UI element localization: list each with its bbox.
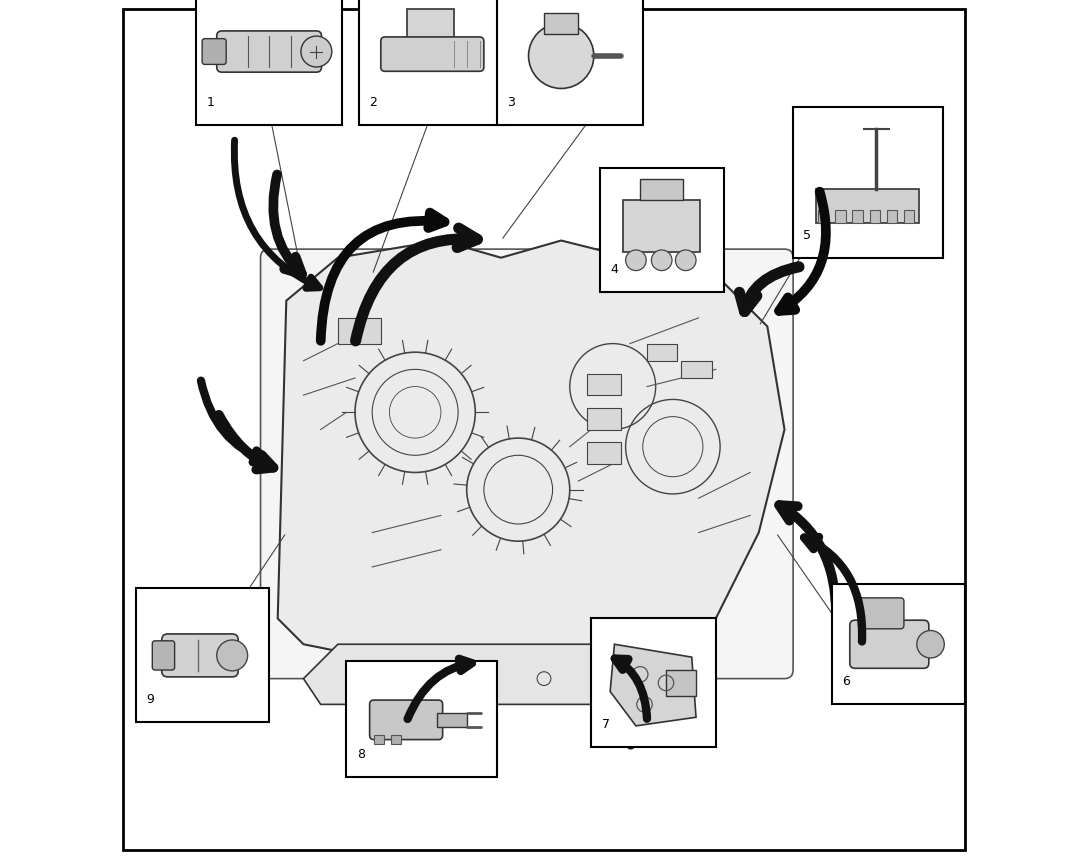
Circle shape [301, 36, 332, 67]
Text: 5: 5 [803, 228, 812, 241]
FancyBboxPatch shape [850, 620, 929, 668]
Bar [793, 107, 943, 258]
Bar [196, 0, 342, 125]
Polygon shape [277, 241, 784, 670]
Circle shape [917, 631, 944, 658]
FancyBboxPatch shape [858, 598, 904, 629]
Text: 7: 7 [602, 718, 609, 731]
Bar [681, 361, 712, 378]
Bar [904, 210, 914, 223]
Circle shape [529, 23, 594, 88]
Bar [391, 735, 401, 744]
Polygon shape [610, 644, 696, 726]
Bar [374, 735, 384, 744]
Bar [586, 408, 621, 430]
Bar [359, 0, 505, 125]
FancyBboxPatch shape [202, 39, 226, 64]
Bar [407, 9, 454, 47]
Circle shape [676, 250, 696, 271]
Bar [869, 210, 880, 223]
Circle shape [217, 640, 248, 671]
Bar [136, 588, 269, 722]
Text: 3: 3 [507, 95, 515, 108]
Text: 2: 2 [370, 95, 378, 108]
Bar [544, 13, 579, 34]
Circle shape [626, 250, 646, 271]
Bar [338, 318, 381, 344]
FancyBboxPatch shape [381, 37, 484, 71]
Bar [599, 168, 725, 292]
Bar [816, 189, 919, 223]
Bar [346, 661, 497, 777]
Bar [852, 210, 863, 223]
Text: 9: 9 [146, 692, 154, 705]
Bar [623, 200, 701, 252]
Text: 8: 8 [357, 748, 364, 761]
FancyBboxPatch shape [217, 31, 322, 72]
FancyBboxPatch shape [260, 249, 793, 679]
Bar [640, 179, 683, 200]
Bar [887, 210, 897, 223]
Bar [836, 210, 845, 223]
Text: 6: 6 [842, 675, 850, 688]
Bar [666, 670, 696, 696]
Bar [586, 442, 621, 464]
Bar [436, 713, 467, 727]
Text: 1: 1 [207, 95, 214, 108]
Bar [497, 0, 643, 125]
Bar [818, 210, 828, 223]
FancyBboxPatch shape [162, 634, 238, 677]
Bar [647, 344, 677, 361]
FancyBboxPatch shape [152, 641, 175, 670]
Bar [591, 618, 716, 747]
Polygon shape [304, 644, 698, 704]
Bar [586, 374, 621, 395]
FancyBboxPatch shape [370, 700, 443, 740]
Circle shape [652, 250, 672, 271]
Bar [831, 584, 965, 704]
Text: 4: 4 [610, 263, 618, 276]
